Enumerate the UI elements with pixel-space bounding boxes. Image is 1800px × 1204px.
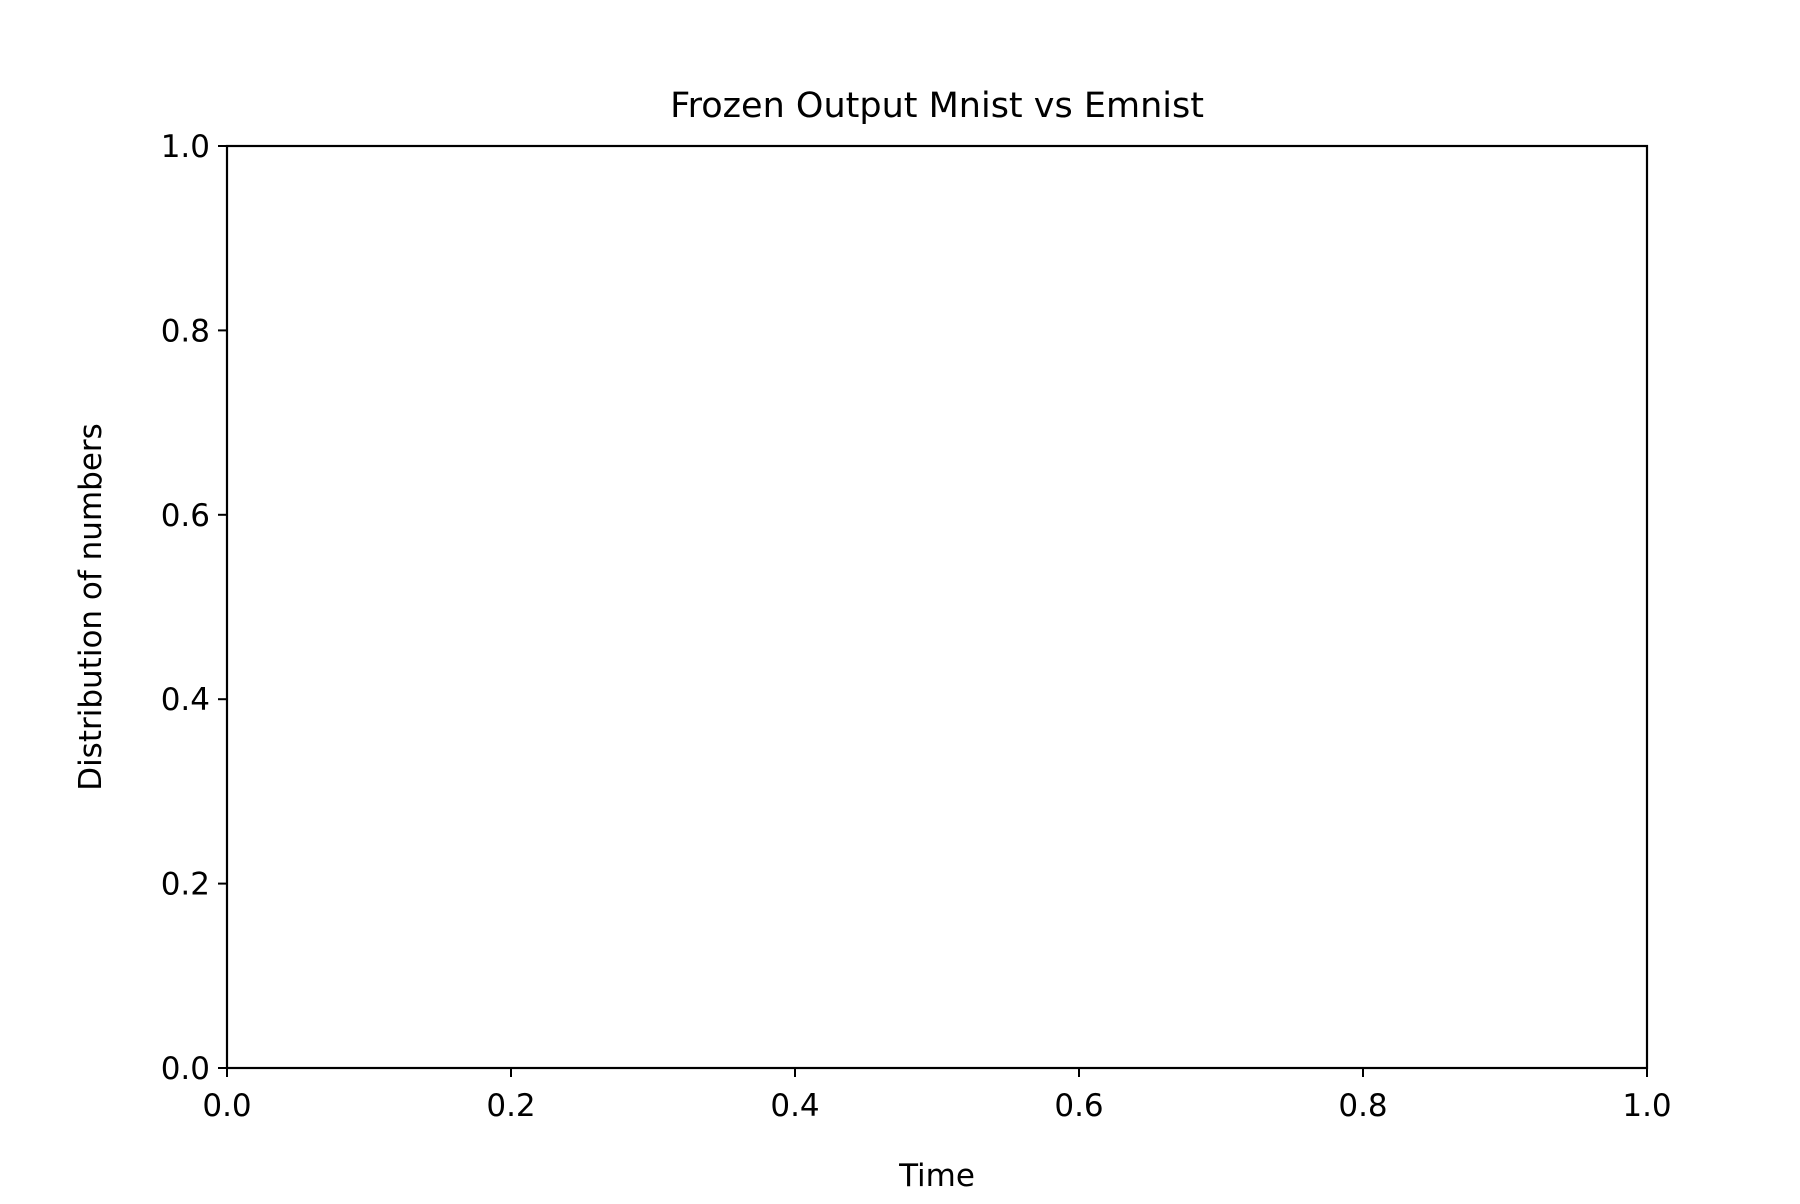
x-tick-label: 0.6 — [1054, 1088, 1103, 1124]
y-axis-ticks: 0.0 0.2 0.4 0.6 0.8 1.0 — [161, 129, 227, 1087]
y-tick-label: 1.0 — [161, 129, 210, 165]
axes-frame — [225, 144, 1649, 1070]
x-axis-label: Time — [898, 1158, 975, 1194]
y-tick-label: 0.6 — [161, 498, 210, 534]
x-tick-label: 0.2 — [486, 1088, 535, 1124]
y-tick-label: 0.4 — [161, 682, 210, 718]
x-tick-label: 1.0 — [1622, 1088, 1671, 1124]
x-tick-label: 0.0 — [202, 1088, 251, 1124]
y-axis-label: Distribution of numbers — [73, 423, 109, 791]
plot-area — [225, 144, 1649, 1070]
x-axis-ticks: 0.0 0.2 0.4 0.6 0.8 1.0 — [202, 1068, 1672, 1124]
y-tick-label: 0.0 — [161, 1051, 210, 1087]
x-tick-label: 0.8 — [1338, 1088, 1387, 1124]
chart-title: Frozen Output Mnist vs Emnist — [670, 86, 1204, 126]
x-tick-label: 0.4 — [770, 1088, 819, 1124]
y-tick-label: 0.8 — [161, 313, 210, 349]
y-tick-label: 0.2 — [161, 867, 210, 903]
